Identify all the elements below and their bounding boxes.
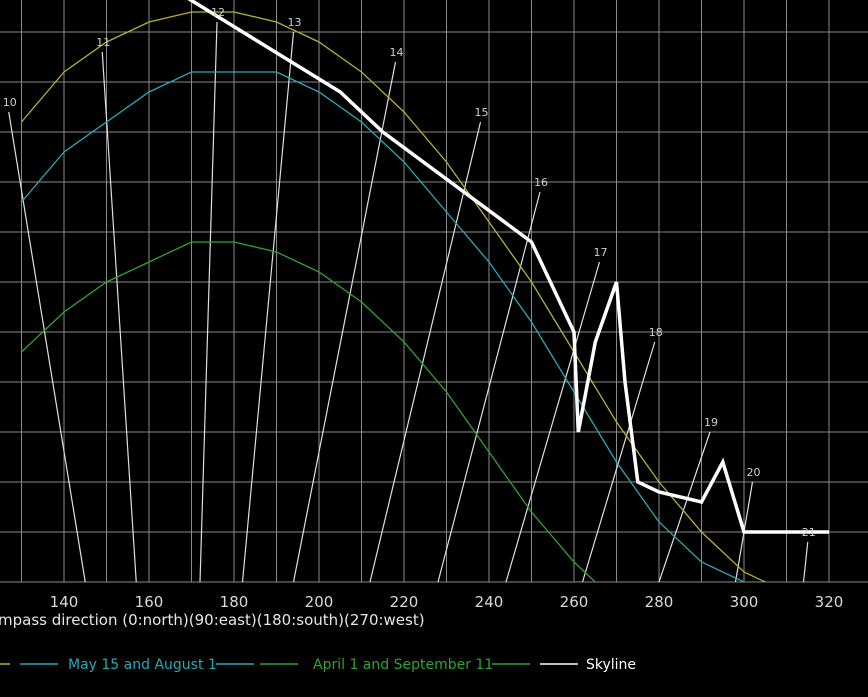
- hour-line-14: [292, 61, 397, 582]
- x-tick-200: 200: [305, 593, 334, 611]
- x-tick-320: 320: [815, 593, 844, 611]
- x-axis-label: mpass direction (0:north)(90:east)(180:s…: [0, 611, 425, 629]
- hour-label-19: 19: [704, 416, 718, 429]
- series-line-2: [21, 241, 596, 582]
- series-lines: [21, 0, 829, 582]
- x-tick-260: 260: [560, 593, 589, 611]
- x-tick-240: 240: [475, 593, 504, 611]
- grid: [0, 0, 868, 583]
- series-line-0: [21, 11, 766, 582]
- hour-line-17: [505, 261, 601, 582]
- hour-label-13: 13: [288, 16, 302, 29]
- series-line-1: [21, 71, 745, 582]
- x-tick-220: 220: [390, 593, 419, 611]
- legend-label-2: April 1 and September 11: [313, 657, 493, 673]
- legend-label-1: May 15 and August 1: [68, 657, 217, 673]
- hour-label-16: 16: [534, 176, 548, 189]
- x-tick-180: 180: [220, 593, 249, 611]
- hour-line-12: [199, 21, 218, 582]
- hour-line-18: [581, 341, 656, 582]
- legend: May 15 and August 1 April 1 and September…: [0, 657, 636, 673]
- hour-label-20: 20: [747, 466, 761, 479]
- hour-label-17: 17: [594, 246, 608, 259]
- legend-label-3: Skyline: [586, 657, 636, 673]
- hour-label-11: 11: [96, 36, 110, 49]
- series-line-3: [187, 0, 829, 534]
- x-tick-140: 140: [50, 593, 79, 611]
- hour-label-15: 15: [475, 106, 489, 119]
- hour-label-18: 18: [649, 326, 663, 339]
- hour-line-15: [369, 121, 482, 582]
- x-tick-300: 300: [730, 593, 759, 611]
- hour-labels: 10 11 12 13 14 15 16 17 18 19 20 21: [3, 6, 816, 539]
- hour-label-21: 21: [802, 526, 816, 539]
- x-tick-160: 160: [135, 593, 164, 611]
- hour-line-19: [658, 431, 711, 582]
- hour-lines: [8, 21, 809, 582]
- hour-label-14: 14: [390, 46, 404, 59]
- hour-line-11: [101, 51, 137, 582]
- hour-label-12: 12: [211, 6, 225, 19]
- hour-line-16: [437, 191, 541, 582]
- hour-line-13: [241, 31, 295, 582]
- hour-line-10: [8, 111, 86, 582]
- x-tick-280: 280: [645, 593, 674, 611]
- hour-label-10: 10: [3, 96, 17, 109]
- x-tick-labels: 140 160 180 200 220 240 260 280 300 320: [50, 593, 844, 611]
- hour-line-21: [802, 541, 809, 582]
